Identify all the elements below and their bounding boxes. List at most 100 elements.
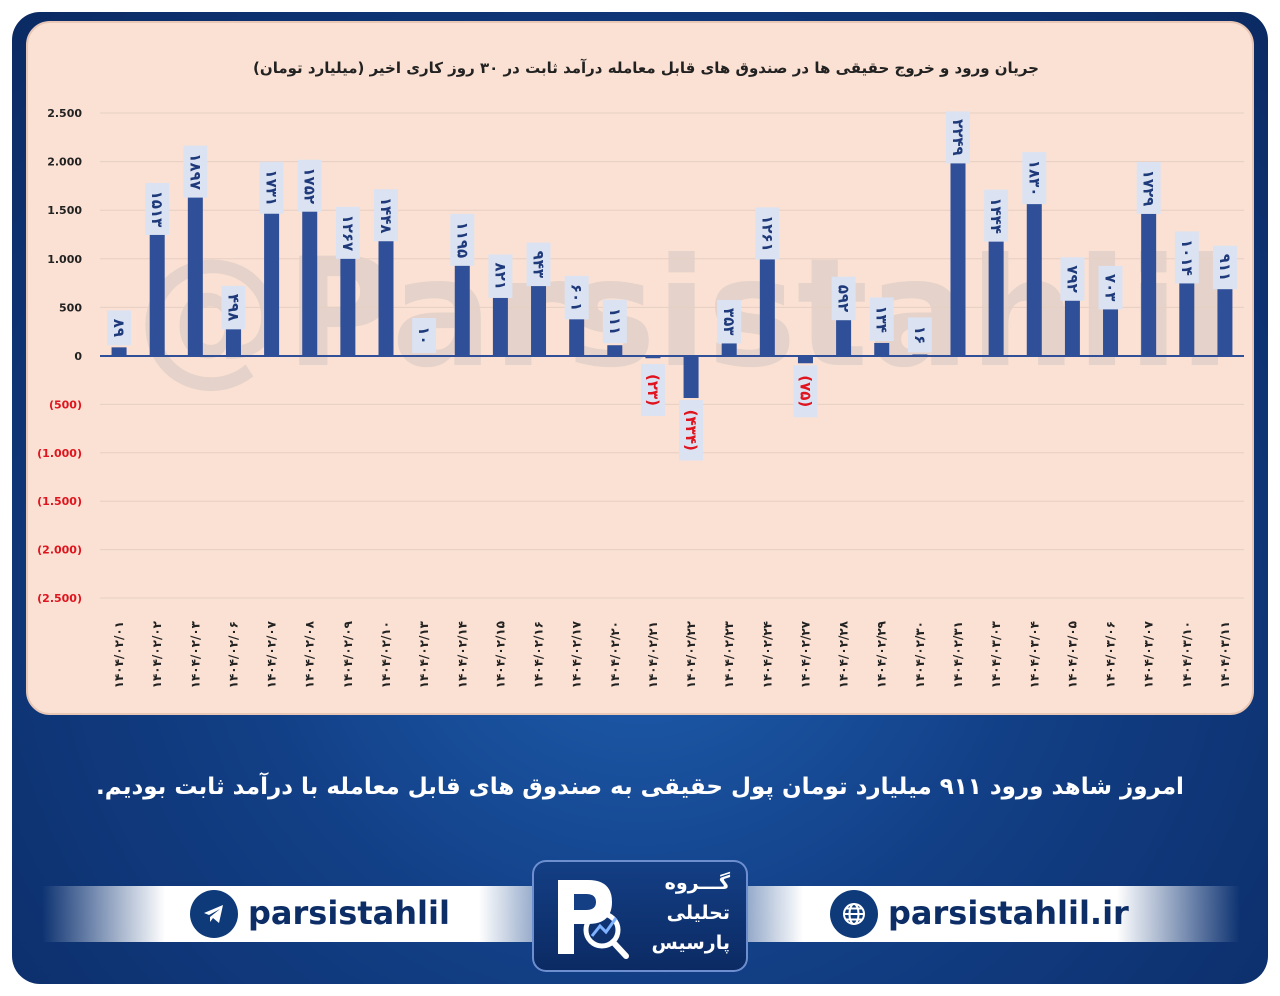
data-label-text: ۴۹۸ [224,294,242,321]
y-tick-label: (1.000) [37,447,82,460]
x-tick-label: ۱۴۰۴/۰۲/۰۶ [226,621,240,688]
data-label-text: ۹۴۳ [530,251,548,278]
data-label-text: ۱۱۱ [606,308,624,335]
logo-line-2: تحلیلی [666,902,730,924]
bar [1217,267,1233,356]
data-label: ۱۲۶۱ [755,207,780,260]
telegram-handle[interactable]: parsistahlil [248,894,450,932]
x-tick-label: ۱۴۰۴/۰۲/۲۰ [608,621,622,688]
data-label: ۶۰۱ [564,275,589,320]
data-label-box [297,159,322,212]
data-label-text: ۱۷۵۲ [301,167,319,204]
data-label: ۸۹ [107,310,132,346]
telegram-icon [190,890,238,938]
bar [340,232,356,356]
bar [531,264,547,356]
data-label-text: ۳۵۳ [720,308,738,335]
data-label-text: ۶۰۱ [568,284,586,311]
x-tick-label: ۱۴۰۴/۰۲/۱۷ [570,620,584,688]
website-banner[interactable]: parsistahlil.ir [680,886,1240,942]
x-tick-label: ۱۴۰۴/۰۳/۰۶ [1104,621,1118,688]
data-label: ۱۷۲۹ [1136,161,1161,214]
x-tick-label: ۱۴۰۴/۰۳/۰۳ [989,620,1003,688]
bar [416,355,432,357]
data-label: ۹۱۱ [1212,245,1237,290]
data-label: ۷۹۲ [1060,257,1085,301]
data-label-text: ۱۴۴۸ [377,197,395,234]
data-label-text: ۷۰۳ [1102,274,1120,301]
brand-logo: گـــروه تحلیلی پارسیس [532,860,748,972]
bar [111,347,127,356]
data-label: ۱۳۴ [869,297,894,341]
data-label-box [640,364,665,416]
bar [264,187,280,356]
y-tick-label: (2.500) [37,592,82,605]
telegram-banner[interactable]: parsistahlil [42,886,602,942]
data-label-box [717,299,742,344]
globe-icon [830,890,878,938]
data-label-box [221,285,246,330]
data-label-text: ۱۲۶۱ [758,215,776,252]
website-link[interactable]: parsistahlil.ir [888,894,1129,932]
x-tick-label: ۱۴۰۴/۰۲/۱۶ [532,621,546,688]
data-label-box [946,111,970,164]
data-label: ۸۲۱ [488,254,513,298]
bar [302,185,318,356]
data-label-box [1098,265,1123,310]
data-label-text: ۵۹۲ [835,285,853,312]
data-label-box [526,242,551,287]
x-tick-label: ۱۴۰۴/۰۳/۰۵ [1065,621,1079,688]
data-label: ۱۸۹۷ [183,145,208,198]
data-label-text: ۱۴۴۴ [987,197,1005,234]
bar [645,356,661,359]
data-label-box [1212,245,1237,290]
logo-line-3: پارسیس [651,932,730,954]
data-label-box [602,299,627,344]
x-tick-label: ۱۴۰۴/۰۲/۲۸ [837,620,851,688]
data-label: ۱۰ [412,318,437,354]
x-tick-label: ۱۴۰۴/۰۲/۲۹ [875,620,889,688]
data-label: ۱۰۱۴ [1174,231,1199,284]
data-label-box [450,213,475,266]
x-tick-label: ۱۴۰۴/۰۲/۲۴ [760,621,774,688]
data-label-text: ۸۲۱ [491,262,509,289]
bar [683,356,699,399]
bar [912,354,928,356]
data-label: ۳۵۳ [717,299,742,344]
data-label-box [984,189,1009,242]
y-tick-label: 1.000 [47,253,82,266]
y-tick-label: 500 [59,301,82,314]
data-label-text: ۲۲۴۹ [949,119,967,156]
x-tick-label: ۱۴۰۴/۰۲/۱۰ [379,621,393,688]
x-tick-label: ۱۴۰۴/۰۲/۰۳ [188,620,202,688]
y-tick-label: 2.500 [47,107,82,120]
data-label-text: ۱۷۲۹ [1140,170,1158,207]
bar [378,215,394,356]
y-tick-label: (500) [49,398,82,411]
data-label: (۷۵) [793,365,818,418]
y-tick-label: (1.500) [37,495,82,508]
data-label-text: ۱۰۱۴ [1178,239,1196,276]
data-label-text: ۷۹۲ [1063,265,1081,292]
bar [874,342,890,356]
data-label: ۹۴۳ [526,242,551,287]
x-tick-label: ۱۴۰۴/۰۲/۰۱ [112,621,126,688]
data-label-box [335,206,360,259]
data-label: ۴۹۸ [221,285,246,330]
bar [950,137,966,356]
bar [1026,178,1042,356]
data-label-box [145,182,170,235]
bar [759,233,775,356]
data-label: ۱۴۴۸ [374,189,398,242]
x-tick-label: ۱۴۰۴/۰۲/۳۰ [913,621,927,688]
x-tick-label: ۱۴۰۴/۰۲/۲۳ [722,620,736,688]
data-label-text: ۱۵۱۳ [148,191,166,228]
bar [187,171,203,356]
poster-frame: @Parsistahlil جریان ورود و خروج حقیقی ها… [12,12,1268,984]
data-label-box [374,189,398,242]
summary-caption: امروز شاهد ورود ۹۱۱ میلیارد تومان پول حق… [96,774,1184,800]
x-tick-label: ۱۴۰۴/۰۲/۱۵ [493,621,507,688]
data-label-text: ۱۸۳۰ [1025,160,1043,197]
x-tick-label: ۱۴۰۴/۰۳/۱۱ [1218,621,1232,688]
x-tick-label: ۱۴۰۴/۰۲/۲۲ [684,620,698,688]
